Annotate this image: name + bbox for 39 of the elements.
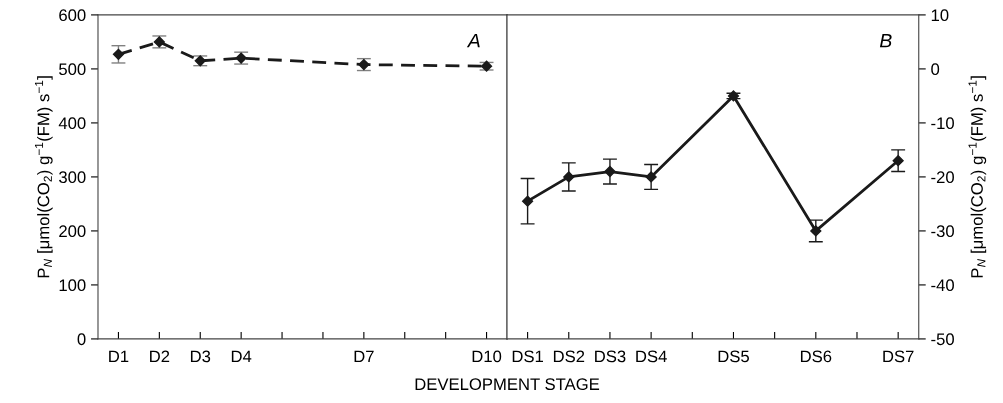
y-tick-label: 500: [59, 63, 86, 76]
y-tick-label: -20: [931, 171, 954, 184]
x-tick-label: D10: [472, 350, 502, 363]
y-tick-label: 200: [59, 225, 86, 238]
x-tick-label: DS3: [595, 350, 626, 363]
y-tick-label: 10: [931, 9, 949, 22]
y-tick-label: 0: [77, 333, 86, 346]
point: [645, 171, 657, 183]
y-tick-label: 400: [58, 117, 86, 130]
y-tick-label: -10: [931, 117, 954, 130]
point: [810, 225, 822, 237]
y-tick-label: -30: [931, 225, 954, 238]
x-axis-title: DEVELOPMENT STAGE: [415, 378, 600, 391]
annotation: B: [879, 33, 892, 48]
annotation: A: [466, 33, 480, 48]
x-tick-label: D4: [231, 350, 252, 363]
x-tick-label: DS6: [800, 350, 832, 363]
point: [892, 155, 904, 167]
x-tick-label: D3: [190, 350, 211, 363]
x-tick-label: D7: [354, 350, 374, 363]
point: [521, 195, 534, 207]
y-tick-label: 100: [59, 279, 86, 292]
point: [112, 48, 125, 60]
text: P$_{N}$ [μmol(CO$_{2}$) g$^{−1}$(FM) s$^{−1}$]: [34, 76, 53, 278]
y-tick-label: -50: [931, 333, 954, 346]
x-tick-label: DS5: [718, 350, 749, 363]
y-tick-label: -40: [931, 279, 954, 292]
x-tick-label: DS2: [553, 350, 585, 363]
y-tick-label: 300: [59, 171, 86, 184]
point: [563, 171, 575, 183]
x-tick-label: DS1: [512, 350, 543, 363]
y-tick-label: 600: [59, 9, 86, 22]
point: [604, 165, 616, 178]
x-tick-label: DS4: [636, 350, 667, 363]
y-tick-label: 0: [931, 63, 940, 76]
x-tick-label: DS7: [883, 350, 914, 363]
text: P$_{N}$ [μmol(CO$_{2}$) g$^{−1}$(FM) s$^{−1}$]: [968, 76, 987, 278]
x-tick-label: D1: [109, 350, 129, 363]
x-tick-label: D2: [150, 350, 170, 363]
